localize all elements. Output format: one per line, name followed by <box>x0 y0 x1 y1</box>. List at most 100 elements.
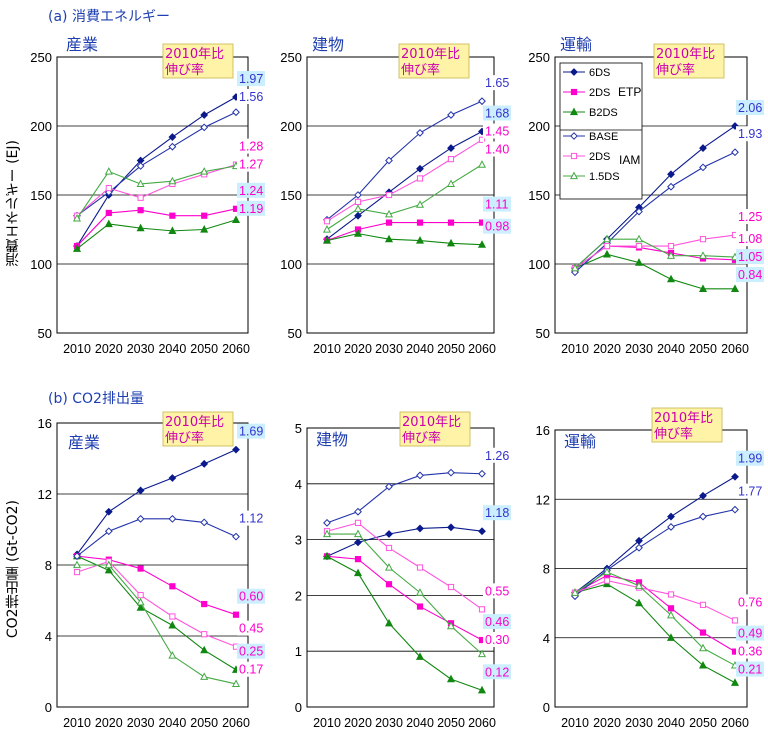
data-point <box>168 226 177 234</box>
data-point <box>446 179 456 188</box>
data-point <box>415 652 425 660</box>
panel-title: 産業 <box>68 433 100 452</box>
data-point <box>446 621 456 630</box>
data-point <box>168 176 177 185</box>
data-point <box>634 234 644 243</box>
data-point <box>168 651 177 659</box>
end-label: 0.46 <box>485 615 509 629</box>
data-point <box>446 674 456 683</box>
data-point <box>104 527 113 536</box>
data-point <box>667 170 675 179</box>
legend-item-label: 2DS <box>589 87 610 99</box>
data-point <box>105 185 112 192</box>
data-point <box>385 191 393 199</box>
y-tick-label: 250 <box>30 50 52 65</box>
data-point <box>416 128 424 137</box>
series-line-6ds <box>76 96 237 247</box>
y-tick-label: 3 <box>295 533 302 548</box>
end-label: 0.76 <box>738 595 762 609</box>
end-label-bg <box>483 218 511 234</box>
data-point <box>136 486 145 495</box>
x-tick-label: 2010 <box>561 716 589 730</box>
data-point <box>699 144 707 152</box>
end-label-bg <box>483 505 511 521</box>
end-label: 1.56 <box>239 90 263 104</box>
data-point <box>104 219 113 228</box>
end-label: 0.98 <box>485 220 509 234</box>
data-point <box>385 156 393 165</box>
data-point <box>136 603 145 611</box>
chart-panel-5: 0 1 2 3 4 5 2010 2020 2030 2040 2050 2060 1.26 1.18 0.… <box>295 411 511 730</box>
data-point <box>667 523 675 531</box>
data-point <box>731 148 739 157</box>
badge-line-2: 伸び率 <box>401 62 440 78</box>
x-tick-label: 2060 <box>468 716 496 730</box>
data-point <box>667 591 675 598</box>
data-point <box>730 284 740 292</box>
chart-panel-2: 50 100 150 200 250 2010 2020 2030 2040 2050 2060 1.… <box>280 35 511 356</box>
data-point <box>415 236 425 244</box>
data-point <box>105 209 112 217</box>
data-point <box>168 514 177 523</box>
badge-line-2: 伸び率 <box>656 62 695 78</box>
y-tick-label: 4 <box>543 631 550 646</box>
y-tick-label: 1 <box>295 644 302 659</box>
data-point <box>232 532 240 541</box>
y-tick-label: 150 <box>30 188 52 203</box>
data-point <box>477 240 487 248</box>
end-label-bg <box>237 620 265 636</box>
series-line-base <box>76 518 237 557</box>
badge-line-2: 伸び率 <box>165 430 204 446</box>
data-point <box>168 620 177 629</box>
data-point <box>354 198 362 206</box>
x-tick-label: 2040 <box>657 716 685 730</box>
end-label-bg <box>483 196 511 212</box>
x-tick-label: 2060 <box>721 716 749 730</box>
data-point <box>477 160 487 168</box>
y-tick-label: 200 <box>30 119 52 134</box>
panel-title: 運輸 <box>564 432 596 451</box>
data-point <box>104 565 113 574</box>
end-label: 1.45 <box>485 125 509 139</box>
data-point <box>354 556 362 563</box>
data-point <box>635 207 643 216</box>
data-point <box>137 592 144 599</box>
end-label-bg <box>736 661 764 677</box>
end-label-bg <box>483 632 511 648</box>
end-label: 0.17 <box>239 663 263 677</box>
legend-marker <box>570 88 578 96</box>
badge-line-1: 2010年比 <box>654 411 713 426</box>
data-point <box>136 597 145 606</box>
data-point <box>447 523 455 532</box>
data-point <box>698 284 708 292</box>
growth-badge <box>162 43 234 79</box>
panel-title: 建物 <box>316 430 348 449</box>
y-tick-label: 100 <box>30 257 52 272</box>
end-label-bg <box>736 126 764 142</box>
legend-marker <box>570 68 578 76</box>
x-tick-label: 2020 <box>95 716 123 730</box>
x-tick-label: 2050 <box>437 342 465 356</box>
data-point <box>667 605 675 612</box>
data-point <box>446 238 456 247</box>
data-point <box>385 530 393 538</box>
data-point <box>635 543 643 552</box>
end-label-bg <box>736 643 764 659</box>
data-point <box>353 568 363 577</box>
data-point <box>200 459 209 468</box>
end-label: 0.12 <box>485 665 509 679</box>
data-point <box>603 242 611 250</box>
data-point <box>416 564 424 571</box>
end-label-bg <box>483 664 511 680</box>
data-point <box>699 601 707 608</box>
series-line-2ds <box>326 555 483 641</box>
data-point <box>699 512 707 521</box>
series-line-2ds <box>574 245 736 269</box>
data-point <box>447 583 455 591</box>
end-label-bg <box>736 483 764 499</box>
x-tick-label: 2010 <box>313 342 341 356</box>
data-point <box>168 142 177 151</box>
x-tick-label: 2040 <box>406 342 434 356</box>
data-point <box>384 209 394 218</box>
growth-badge <box>162 411 234 447</box>
